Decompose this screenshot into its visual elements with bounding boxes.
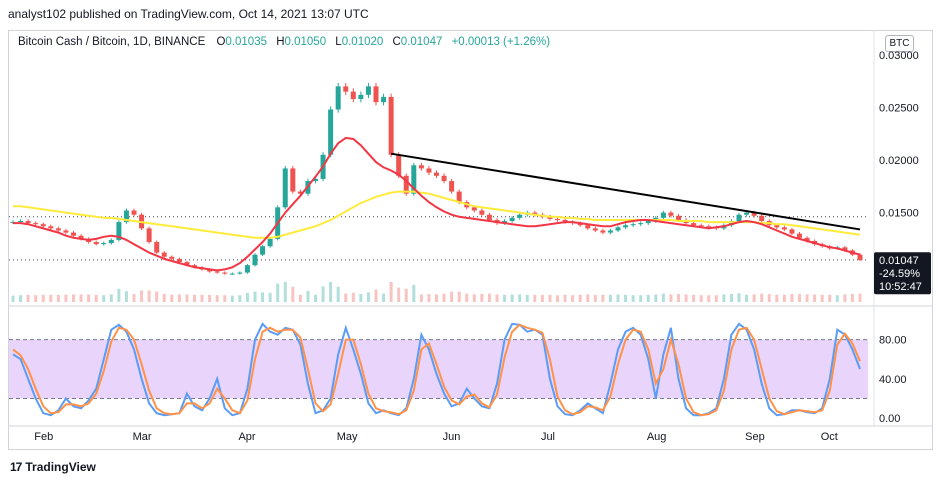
close-label: C <box>392 36 401 48</box>
low-label: L <box>335 36 342 48</box>
tradingview-logo-icon: 17 <box>10 460 22 474</box>
publisher-line: analyst102 published on TradingView.com,… <box>8 7 369 21</box>
open-label: O <box>216 36 226 48</box>
low-value: 0.01020 <box>341 36 384 48</box>
close-value: 0.01047 <box>400 36 443 48</box>
currency-badge[interactable]: BTC <box>885 35 914 52</box>
open-value: 0.01035 <box>225 36 267 48</box>
chart-frame <box>8 30 933 450</box>
symbol-legend: Bitcoin Cash / Bitcoin, 1D, BINANCE O0.0… <box>18 36 556 48</box>
high-value: 0.01050 <box>284 36 327 48</box>
high-label: H <box>276 36 285 48</box>
tradingview-logo[interactable]: 17 TradingView <box>10 460 96 474</box>
tradingview-logo-text: TradingView <box>25 460 96 474</box>
symbol-title[interactable]: Bitcoin Cash / Bitcoin, 1D, BINANCE <box>18 36 206 48</box>
change-value: +0.00013 (+1.26%) <box>451 36 551 48</box>
